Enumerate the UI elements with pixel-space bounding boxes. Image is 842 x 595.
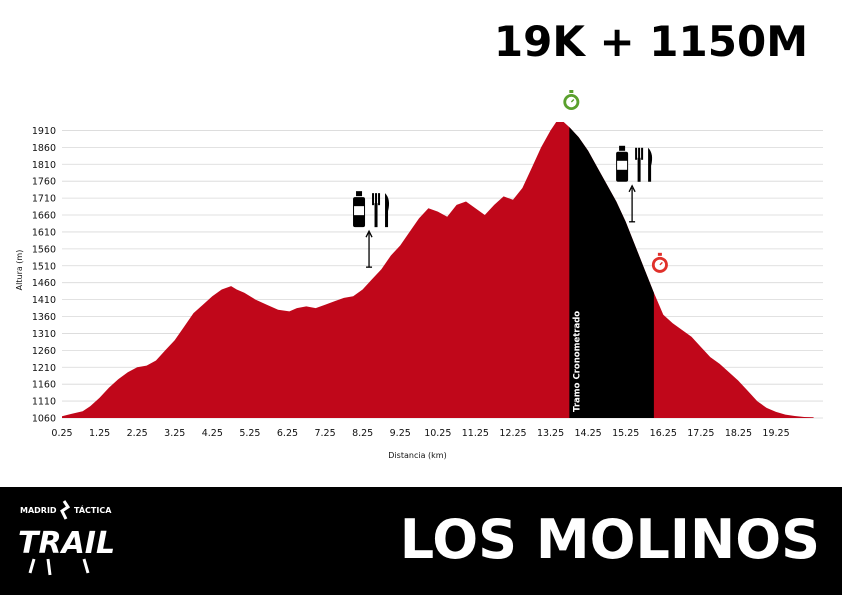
fork-tine bbox=[635, 147, 638, 160]
x-tick-label: 19.25 bbox=[762, 428, 789, 439]
fork-tine bbox=[641, 147, 644, 160]
logo-top-right-text: TÁCTICA bbox=[74, 504, 112, 515]
timer-button bbox=[569, 90, 574, 93]
up-arrow-head bbox=[628, 184, 636, 193]
x-tick-label: 12.25 bbox=[499, 428, 526, 439]
x-tick-label: 7.25 bbox=[314, 428, 335, 439]
y-tick-label: 1260 bbox=[32, 346, 56, 357]
x-tick-label: 15.25 bbox=[612, 428, 639, 439]
knife-shape bbox=[648, 147, 653, 182]
x-tick-label: 10.25 bbox=[424, 428, 451, 439]
x-tick-label: 11.25 bbox=[462, 428, 489, 439]
y-tick-label: 1860 bbox=[32, 143, 56, 154]
madrid-tactica-trail-logo: MADRID TÁCTICA TRAIL bbox=[18, 500, 115, 576]
y-tick-label: 1060 bbox=[32, 414, 56, 425]
fork-tine bbox=[638, 147, 641, 160]
fork-tine bbox=[375, 193, 378, 206]
knife-shape bbox=[385, 193, 390, 228]
cutlery-icon bbox=[372, 193, 390, 228]
x-axis-title: Distancia (km) bbox=[388, 451, 446, 460]
timer-button bbox=[657, 252, 662, 256]
y-tick-label: 1510 bbox=[32, 261, 56, 272]
bottle-label bbox=[617, 160, 628, 170]
distance-elevation-headline: 19K + 1150M bbox=[493, 17, 808, 66]
aid-station bbox=[353, 191, 390, 268]
y-tick-label: 1560 bbox=[32, 244, 56, 255]
y-tick-label: 1660 bbox=[32, 211, 56, 222]
y-tick-label: 1610 bbox=[32, 227, 56, 238]
y-tick-label: 1910 bbox=[32, 126, 56, 137]
y-tick-label: 1110 bbox=[32, 397, 56, 408]
timed-section-label: Tramo Cronometrado bbox=[572, 311, 582, 412]
y-tick-label: 1360 bbox=[32, 312, 56, 323]
y-tick-label: 1810 bbox=[32, 160, 56, 171]
up-arrow-head bbox=[365, 229, 373, 238]
bottle-cap bbox=[356, 191, 363, 197]
x-tick-label: 4.25 bbox=[202, 428, 223, 439]
x-tick-label: 13.25 bbox=[537, 428, 564, 439]
x-tick-label: 1.25 bbox=[89, 428, 110, 439]
x-tick-label: 6.25 bbox=[277, 428, 298, 439]
x-tick-label: 18.25 bbox=[725, 428, 752, 439]
bottle-label bbox=[354, 206, 365, 216]
timer-hand bbox=[570, 99, 575, 103]
x-tick-label: 5.25 bbox=[239, 428, 260, 439]
paint-drip-decoration bbox=[28, 558, 90, 576]
y-tick-label: 1160 bbox=[32, 380, 56, 391]
logo-main-text: TRAIL bbox=[18, 526, 115, 561]
x-tick-label: 0.25 bbox=[51, 428, 72, 439]
x-tick-label: 16.25 bbox=[650, 428, 677, 439]
x-tick-label: 9.25 bbox=[390, 428, 411, 439]
y-tick-label: 1310 bbox=[32, 329, 56, 340]
fork-tine bbox=[378, 193, 381, 206]
y-tick-label: 1710 bbox=[32, 194, 56, 205]
runner-icon bbox=[60, 500, 71, 520]
elevation-area-series bbox=[62, 122, 814, 418]
x-tick-label: 14.25 bbox=[575, 428, 602, 439]
elevation-profile-chart: 1060 1110 1160 1210 1260 1310 1360 1410 1460 1510… bbox=[15, 90, 823, 460]
timer-start-icon bbox=[563, 90, 580, 110]
aid-station bbox=[616, 145, 653, 223]
timed-section-area bbox=[569, 127, 654, 419]
y-axis-title: Altura (m) bbox=[15, 250, 24, 291]
water-bottle-icon bbox=[353, 191, 366, 228]
fork-handle bbox=[637, 157, 641, 182]
x-tick-label: 3.25 bbox=[164, 428, 185, 439]
bottle-cap bbox=[619, 145, 626, 151]
y-tick-label: 1410 bbox=[32, 295, 56, 306]
y-tick-label: 1460 bbox=[32, 278, 56, 289]
x-tick-label: 2.25 bbox=[127, 428, 148, 439]
timer-end-icon bbox=[651, 252, 668, 273]
y-tick-label: 1210 bbox=[32, 363, 56, 374]
cutlery-icon bbox=[635, 147, 653, 182]
timer-hand bbox=[659, 261, 663, 266]
water-bottle-icon bbox=[616, 145, 629, 182]
x-tick-label: 17.25 bbox=[687, 428, 714, 439]
route-name: LOS MOLINOS bbox=[399, 508, 820, 571]
x-tick-label: 8.25 bbox=[352, 428, 373, 439]
y-tick-label: 1760 bbox=[32, 177, 56, 188]
fork-tine bbox=[372, 193, 375, 206]
logo-top-left-text: MADRID bbox=[20, 506, 57, 515]
fork-handle bbox=[374, 203, 378, 228]
footer-banner: MADRID TÁCTICA TRAIL LOS MOLINOS bbox=[0, 487, 842, 595]
